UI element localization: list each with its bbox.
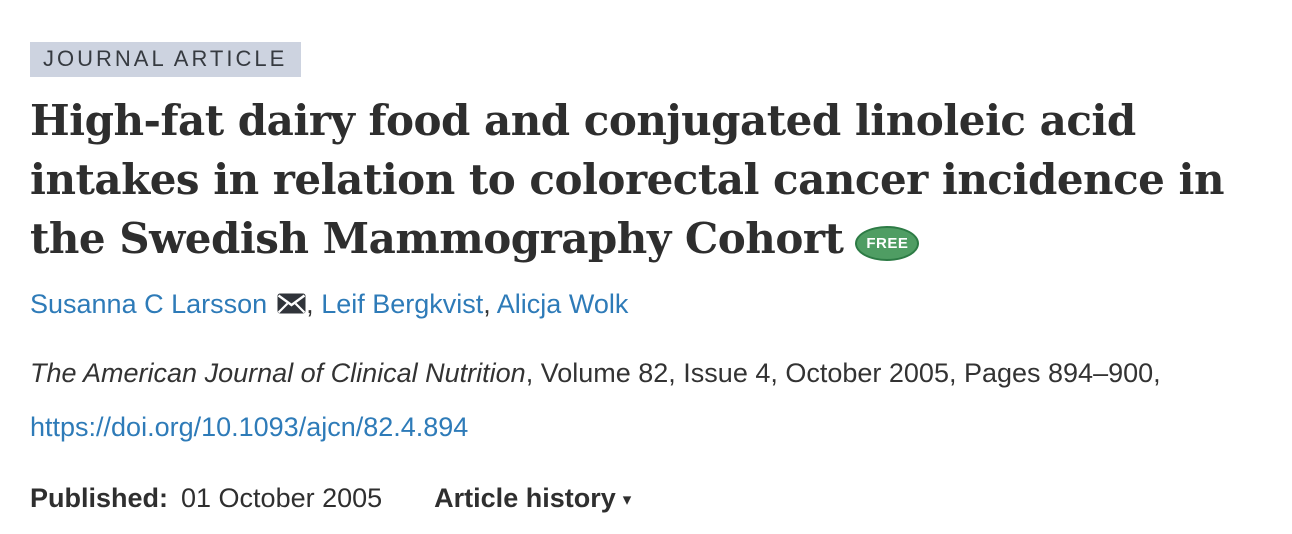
author-list: Susanna C Larsson , Leif Bergkvist, Alic… [30, 287, 1264, 322]
citation-details: , Volume 82, Issue 4, October 2005, Page… [525, 358, 1161, 388]
article-history-toggle[interactable]: Article history [434, 483, 616, 513]
citation-line: The American Journal of Clinical Nutriti… [30, 346, 1264, 454]
article-title-line-3-text: the Swedish Mammography Cohort [30, 214, 844, 263]
article-title: High-fat dairy food and conjugated linol… [30, 91, 1264, 268]
published-label: Published: [30, 483, 169, 513]
author-separator: , [306, 289, 314, 319]
email-envelope-icon[interactable] [277, 288, 306, 322]
journal-article-badge: JOURNAL ARTICLE [30, 42, 302, 77]
free-access-badge: FREE [855, 226, 920, 261]
author-link-alicja-wolk[interactable]: Alicja Wolk [496, 289, 629, 319]
journal-name: The American Journal of Clinical Nutriti… [30, 358, 526, 388]
author-link-susanna-c-larsson[interactable]: Susanna C Larsson [30, 289, 268, 319]
article-title-line-1: High-fat dairy food and conjugated linol… [30, 96, 1136, 145]
article-title-line-3: the Swedish Mammography Cohort FREE [30, 209, 1264, 268]
published-date: 01 October 2005 [181, 483, 383, 513]
article-header-page: JOURNAL ARTICLE High-fat dairy food and … [30, 42, 1264, 517]
author-separator: , [483, 289, 491, 319]
chevron-down-icon[interactable]: ▾ [622, 490, 632, 509]
doi-link[interactable]: https://doi.org/10.1093/ajcn/82.4.894 [30, 412, 469, 442]
article-title-line-2: intakes in relation to colorectal cancer… [30, 155, 1224, 204]
published-row: Published: 01 October 2005 Article history… [30, 481, 1264, 517]
author-link-leif-bergkvist[interactable]: Leif Bergkvist [321, 289, 484, 319]
